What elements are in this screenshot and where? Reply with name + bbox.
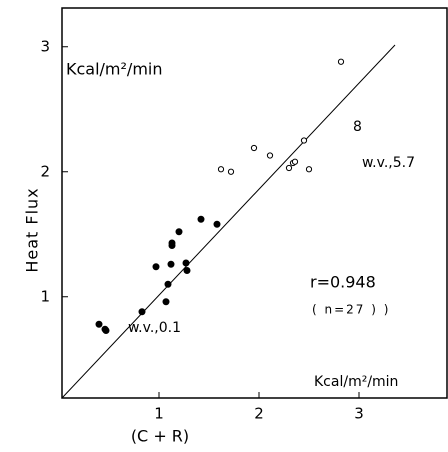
point (167, 260, 175, 268)
point (266, 152, 274, 159)
annotation: r=0.948 (310, 273, 376, 292)
x-axis-label: (C + R) (131, 427, 189, 446)
point (300, 137, 308, 144)
plot-frame (61, 7, 448, 399)
point (227, 168, 235, 175)
point (102, 327, 110, 334)
annotation: 8 (353, 119, 362, 135)
point (250, 144, 258, 152)
point (183, 267, 191, 274)
point (182, 259, 190, 267)
annotation: Kcal/m²/min (314, 374, 398, 390)
point (138, 308, 146, 316)
point (337, 58, 345, 65)
point (291, 158, 299, 165)
point (164, 280, 172, 288)
y-tick-label: 2 (40, 162, 50, 180)
point (175, 228, 183, 236)
point (217, 166, 225, 173)
annotation: Kcal/m²/min (66, 60, 163, 79)
point (95, 320, 103, 328)
y-tick-label: 1 (40, 287, 50, 305)
x-tick-label: 2 (254, 405, 264, 423)
point (285, 164, 293, 172)
point (152, 263, 160, 271)
x-tick-label: 1 (154, 405, 164, 423)
point (305, 166, 313, 173)
reference-line (61, 44, 396, 399)
x-tick-label: 3 (354, 405, 364, 423)
annotation: ( n=27 ) ) (312, 303, 390, 317)
annotation: w.v.,0.1 (128, 320, 181, 336)
y-axis-label: Heat Flux (23, 187, 42, 272)
annotation: w.v.,5.7 (362, 155, 415, 171)
point (197, 215, 205, 223)
point (168, 239, 176, 247)
y-tick-label: 3 (40, 37, 50, 55)
point (213, 220, 221, 228)
point (162, 298, 170, 306)
